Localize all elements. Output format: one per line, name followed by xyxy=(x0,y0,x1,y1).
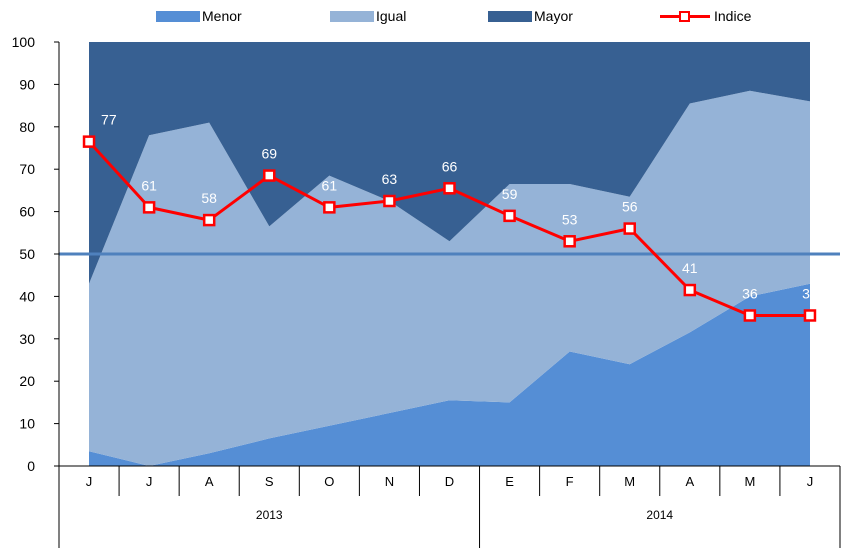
index-marker xyxy=(563,235,576,248)
index-data-label: 36 xyxy=(802,285,818,301)
legend-marker-indice xyxy=(679,11,690,22)
legend-swatch-igual xyxy=(330,11,374,22)
legend-swatch-mayor xyxy=(488,11,532,22)
x-tick-label: F xyxy=(566,474,574,489)
legend-label-indice: Indice xyxy=(714,8,752,24)
legend: Menor Igual Mayor Indice xyxy=(156,8,752,24)
index-data-label: 53 xyxy=(562,211,578,227)
x-tick-label: A xyxy=(205,474,214,489)
index-marker xyxy=(683,283,697,297)
y-tick-label: 10 xyxy=(19,416,35,432)
x-tick-label: E xyxy=(505,474,514,489)
area-menor xyxy=(89,283,810,466)
area-mayor xyxy=(89,42,810,284)
index-line-group: 77 61 58 69 61 63 66 59 53 56 41 36 36 xyxy=(82,112,818,322)
index-data-label: 63 xyxy=(382,171,398,187)
index-data-label: 56 xyxy=(622,199,638,215)
index-data-label: 61 xyxy=(322,177,338,193)
index-data-label: 69 xyxy=(261,146,277,162)
legend-label-igual: Igual xyxy=(376,8,406,24)
index-data-label: 36 xyxy=(742,285,758,301)
index-marker xyxy=(263,169,276,182)
y-tick-label: 20 xyxy=(19,373,35,389)
x-tick-label: J xyxy=(146,474,153,489)
y-tick-label: 50 xyxy=(19,246,35,262)
x-tick-label: M xyxy=(624,474,635,489)
x-tick-label: J xyxy=(807,474,814,489)
index-marker xyxy=(743,309,757,322)
y-tick-label: 70 xyxy=(19,161,35,177)
index-data-label: 61 xyxy=(141,177,157,193)
index-marker xyxy=(323,201,336,214)
index-marker xyxy=(623,222,636,235)
y-tick-label: 80 xyxy=(19,119,35,135)
index-data-label: 77 xyxy=(101,112,117,128)
axes: 0 10 20 30 40 50 60 70 80 90 100 J J A S O N D E F M A M J 2013 2… xyxy=(12,34,841,548)
x-tick-label: J xyxy=(86,474,93,489)
index-marker xyxy=(803,309,817,322)
index-marker xyxy=(503,209,516,223)
x-group-label: 2014 xyxy=(646,508,673,522)
index-marker xyxy=(142,201,156,214)
legend-swatch-menor xyxy=(156,11,200,22)
legend-label-menor: Menor xyxy=(202,8,242,24)
y-tick-label: 40 xyxy=(19,288,35,304)
index-marker xyxy=(82,135,96,148)
y-tick-label: 100 xyxy=(12,34,36,50)
plot-areas xyxy=(89,42,810,467)
index-data-label: 66 xyxy=(442,158,458,174)
x-group-label: 2013 xyxy=(256,508,283,522)
index-data-label: 58 xyxy=(201,190,217,206)
y-tick-label: 30 xyxy=(19,331,35,347)
x-tick-label: N xyxy=(385,474,394,489)
index-marker xyxy=(443,182,456,195)
legend-label-mayor: Mayor xyxy=(534,8,573,24)
area-igual xyxy=(89,90,810,467)
x-tick-label: A xyxy=(685,474,694,489)
x-tick-label: D xyxy=(445,474,454,489)
x-tick-label: O xyxy=(324,474,334,489)
index-marker xyxy=(202,213,216,227)
y-tick-label: 60 xyxy=(19,204,35,220)
x-tick-label: S xyxy=(265,474,274,489)
y-tick-label: 90 xyxy=(19,76,35,92)
index-data-label: 59 xyxy=(502,186,518,202)
y-tick-label: 0 xyxy=(27,458,35,474)
x-tick-label: M xyxy=(744,474,755,489)
index-marker xyxy=(383,194,396,208)
index-data-label: 41 xyxy=(682,260,698,276)
